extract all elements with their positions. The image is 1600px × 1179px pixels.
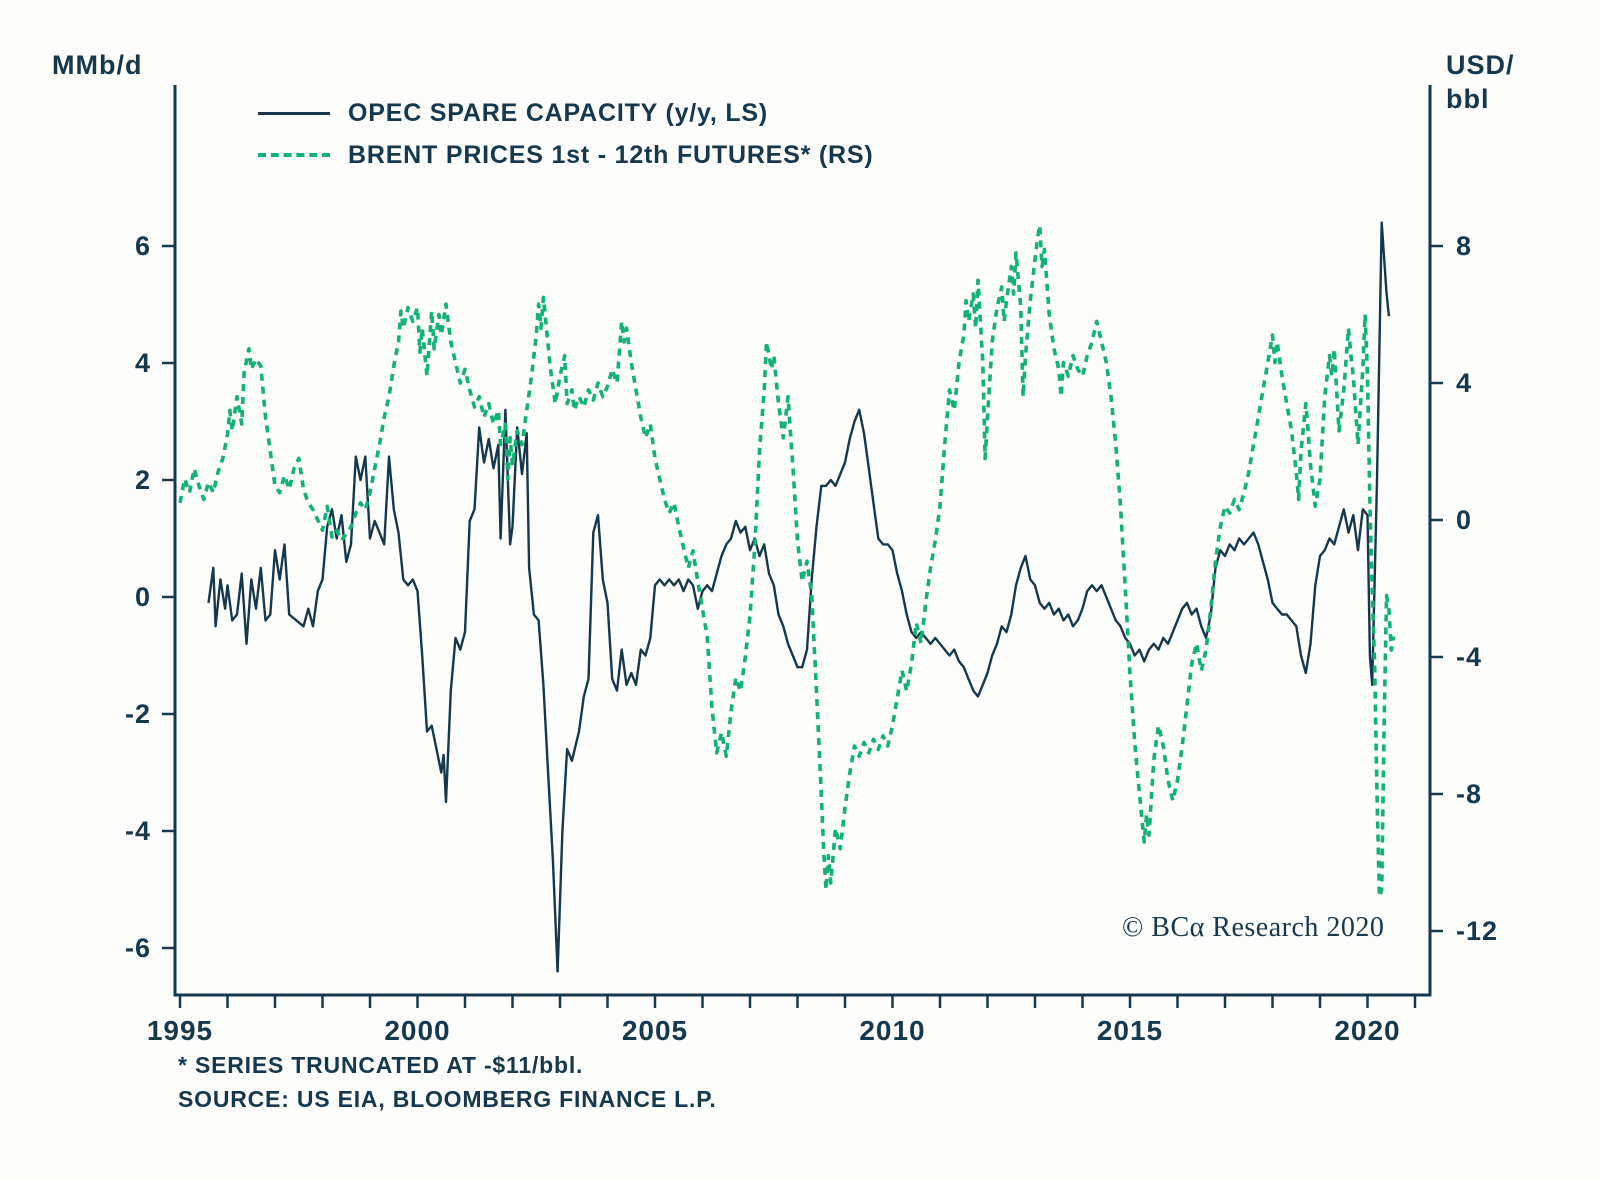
x-axis-tick-label: 2020 — [1334, 1015, 1400, 1046]
copyright-notice: © BCα Research 2020 — [1122, 912, 1385, 943]
right-axis-tick-label: 4 — [1456, 368, 1472, 398]
legend-label-opec: OPEC SPARE CAPACITY (y/y, LS) — [348, 98, 769, 127]
legend-label-brent: BRENT PRICES 1st - 12th FUTURES* (RS) — [348, 140, 874, 169]
left-axis-tick-label: 2 — [135, 465, 151, 495]
plot-frame — [173, 85, 1432, 997]
right-axis-tick-label: -4 — [1456, 642, 1482, 672]
left-axis-tick-label: -2 — [125, 699, 151, 729]
right-axis-unit-line1: USD/ — [1446, 50, 1515, 80]
right-axis-tick-label: -8 — [1456, 779, 1482, 809]
footnote-truncation: * SERIES TRUNCATED AT -$11/bbl. — [178, 1052, 584, 1078]
left-axis-tick-label: 0 — [135, 582, 151, 612]
dashed-line-swatch — [258, 153, 330, 157]
right-axis-tick-label: 8 — [1456, 231, 1472, 261]
x-axis-tick-label: 2010 — [859, 1015, 925, 1046]
left-axis-tick-label: 4 — [135, 348, 151, 378]
legend-item-brent: BRENT PRICES 1st - 12th FUTURES* (RS) — [258, 134, 874, 176]
left-axis-tick-label: -6 — [125, 933, 151, 963]
x-axis-tick-label: 2005 — [622, 1015, 688, 1046]
left-axis-unit-text: MMb/d — [52, 50, 143, 80]
footnote-source: SOURCE: US EIA, BLOOMBERG FINANCE L.P. — [178, 1086, 717, 1112]
right-axis-unit-line2: bbl — [1446, 84, 1490, 114]
legend-item-opec: OPEC SPARE CAPACITY (y/y, LS) — [258, 92, 874, 134]
left-axis-tick-label: -4 — [125, 816, 151, 846]
left-axis-unit-label: MMb/d — [52, 48, 142, 82]
right-axis-unit-label: USD/ bbl — [1446, 48, 1515, 116]
right-axis-tick-label: -12 — [1456, 916, 1498, 946]
x-axis-tick-label: 2015 — [1097, 1015, 1163, 1046]
left-axis-tick-label: 6 — [135, 231, 151, 261]
x-axis-tick-label: 2000 — [384, 1015, 450, 1046]
footnotes: * SERIES TRUNCATED AT -$11/bbl. SOURCE: … — [178, 1048, 717, 1116]
opec-spare-capacity-line — [207, 221, 1391, 973]
right-axis-tick-label: 0 — [1456, 505, 1472, 535]
brent-futures-spread-line — [178, 223, 1396, 899]
solid-line-swatch — [258, 111, 330, 115]
x-axis-tick-label: 1995 — [147, 1015, 213, 1046]
legend: OPEC SPARE CAPACITY (y/y, LS) BRENT PRIC… — [258, 92, 874, 176]
